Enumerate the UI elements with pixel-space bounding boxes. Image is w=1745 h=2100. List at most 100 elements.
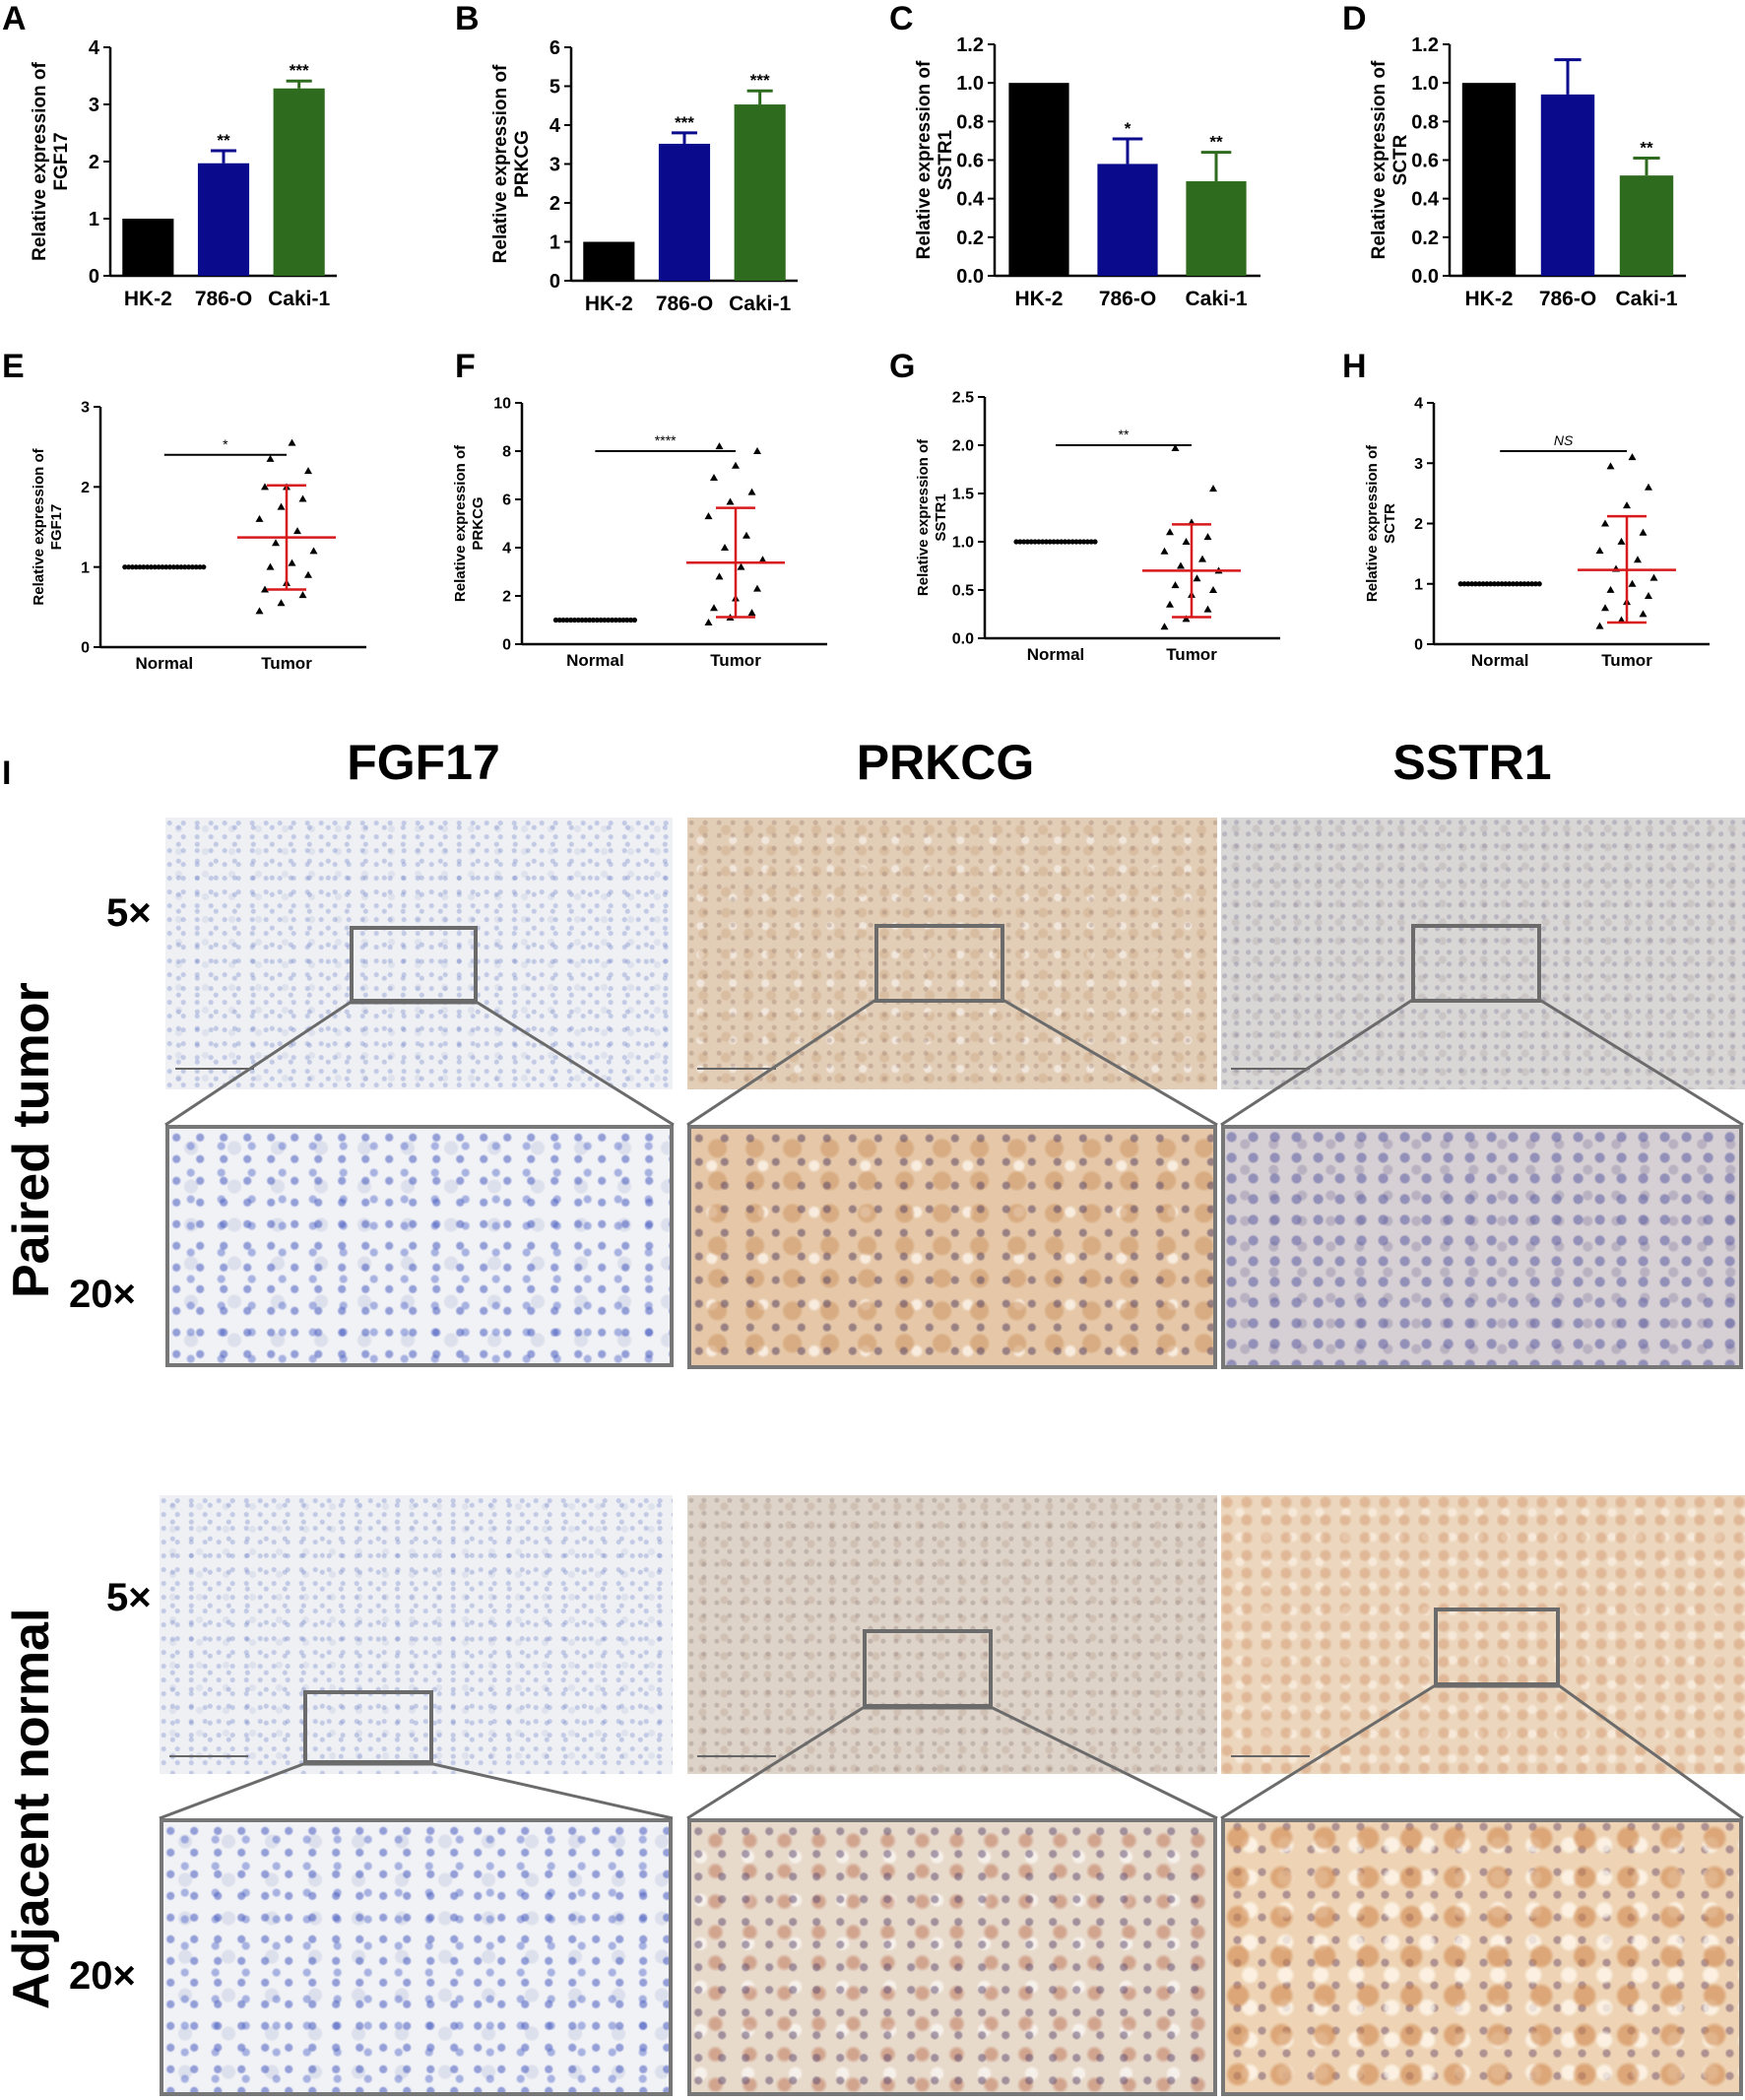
y-tick-label: 0.5 [952,583,974,600]
data-point-normal [156,564,162,570]
y-axis-label-line1: Relative expression of [30,61,50,260]
y-axis-label: Relative expression ofSSTR1 [914,60,956,259]
data-point-tumor [309,547,318,555]
x-tick-label: Normal [136,654,194,673]
data-point-normal [1510,581,1517,587]
data-point-normal [163,564,169,570]
y-tick-label: 3 [1414,456,1423,473]
x-tick-label: 786-O [1539,288,1596,310]
y-tick-label: 1.0 [956,73,984,95]
bar [1540,94,1595,277]
y-tick-label: 1 [1414,576,1423,593]
data-point-tumor [710,473,718,481]
y-tick-label: 1 [89,209,99,230]
y-tick-label: 0.4 [956,189,985,211]
data-point-tumor [721,544,729,551]
data-point-normal [1062,539,1068,545]
y-tick-label: 6 [502,492,511,509]
data-point-normal [1518,581,1523,587]
data-point-normal [1461,581,1467,587]
data-point-tumor [288,558,296,566]
data-point-normal [1043,539,1050,545]
data-point-normal [1069,539,1075,545]
data-point-normal [133,564,139,570]
data-point-tumor [1639,610,1648,618]
panel-label-i: I [2,755,12,792]
data-point-normal [1055,539,1061,545]
data-point-normal [598,617,604,623]
bar [1619,175,1674,276]
ihc-image-prkcg-normal-5x [687,1495,1217,1774]
data-point-tumor [1634,556,1642,563]
x-tick-label: Tumor [710,651,761,670]
data-point-normal [170,564,176,570]
data-point-normal [166,564,173,570]
chart-svg: Relative expression ofSSTR1 0.0 0.5 1.0 1.5 2… [915,390,1280,664]
data-point-normal [624,617,630,623]
ihc-image-sstr1-normal-20x [1221,1818,1743,2096]
y-tick-label: 0.2 [1411,228,1439,249]
y-axis-label-line2: SSTR1 [933,493,949,541]
magnification-label-20x-tumor: 20× [69,1273,136,1316]
bar [273,88,325,276]
data-point-normal [148,564,155,570]
data-point-normal [122,564,128,570]
data-point-normal [631,617,637,623]
data-point-normal [571,617,578,623]
data-point-normal [1525,581,1531,587]
data-point-normal [1488,581,1494,587]
data-point-normal [602,617,608,623]
data-point-normal [1503,581,1509,587]
data-point-normal [1077,539,1083,545]
data-point-tumor [277,599,286,607]
y-axis-label-line1: Relative expression of [914,60,935,259]
y-axis-label-line1: Relative expression of [31,447,47,605]
data-point-normal [609,617,615,623]
x-tick-label: Caki-1 [268,288,330,310]
data-point-normal [197,564,203,570]
data-point-tumor [1606,585,1615,593]
data-point-tumor [753,447,761,454]
y-tick-label: 4 [1414,396,1423,413]
scale-bar [1231,1755,1310,1757]
y-axis-label: Relative expression ofSCTR [1369,60,1411,259]
x-tick-label: Tumor [1166,645,1217,664]
x-tick-label: Caki-1 [1615,288,1677,310]
data-point-normal [613,617,618,623]
data-point-tumor [272,539,280,547]
significance-label: ** [1209,133,1223,152]
data-point-normal [560,617,566,623]
y-tick-label: 2 [1414,516,1423,533]
ihc-image-fgf17-tumor-20x [165,1125,674,1367]
x-tick-label: Normal [1027,645,1085,664]
y-tick-label: 0.8 [956,111,984,133]
y-axis-label: Relative expression ofSSTR1 [915,438,949,596]
data-point-normal [606,617,612,623]
data-point-normal [594,617,600,623]
data-point-normal [1480,581,1486,587]
data-point-tumor [298,494,307,502]
x-tick-label: Tumor [1601,651,1652,670]
significance-label: ** [1640,139,1653,158]
x-tick-label: HK-2 [1014,288,1063,310]
significance-label: *** [675,113,694,132]
data-point-tumor [1209,485,1217,492]
data-point-tumor [1198,555,1206,562]
scale-bar [697,1068,776,1070]
data-point-normal [579,617,585,623]
ihc-image-prkcg-tumor-5x [687,818,1217,1089]
y-tick-label: 2 [549,193,560,215]
y-axis-label-line1: Relative expression of [452,444,469,602]
data-point-tumor [1606,462,1615,470]
significance-label: *** [290,61,309,80]
data-point-normal [1032,539,1038,545]
roi-box [350,926,478,1003]
data-point-tumor [298,591,307,599]
y-tick-label: 4 [502,541,511,558]
magnification-label-5x-tumor: 5× [106,891,152,935]
y-tick-label: 0.0 [956,266,984,288]
scale-bar [169,1755,248,1757]
x-tick-label: HK-2 [1464,288,1513,310]
data-point-normal [1080,539,1087,545]
y-axis-label: Relative expression ofFGF17 [30,61,72,260]
